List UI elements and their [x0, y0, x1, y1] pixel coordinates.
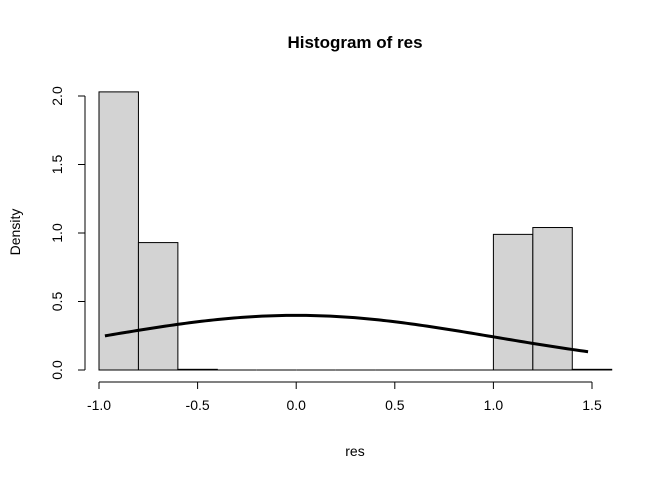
y-tick-label-2: 1.0 — [49, 223, 65, 243]
y-axis: 0.0 0.5 1.0 1.5 2.0 — [49, 86, 86, 380]
bars-group — [98, 91, 613, 371]
chart-title: Histogram of res — [287, 33, 422, 52]
x-tick-label-3: 0.5 — [385, 397, 405, 413]
x-tick-label-4: 1.0 — [484, 397, 504, 413]
histogram-bar-1 — [137, 242, 179, 371]
histogram-bar-2 — [177, 368, 218, 371]
x-axis: -1.0 -0.5 0.0 0.5 1.0 1.5 — [87, 381, 602, 413]
x-tick-label-1: -0.5 — [186, 397, 210, 413]
histogram-bar-12 — [571, 368, 613, 371]
histogram-bar-10 — [492, 233, 534, 371]
histogram-bar-0 — [98, 91, 139, 371]
y-tick-label-0: 0.0 — [49, 360, 65, 380]
x-tick-label-5: 1.5 — [582, 397, 602, 413]
x-tick-label-2: 0.0 — [286, 397, 306, 413]
x-tick-label-0: -1.0 — [87, 397, 111, 413]
y-tick-label-1: 0.5 — [49, 292, 65, 312]
y-tick-label-3: 1.5 — [49, 155, 65, 175]
density-curve — [104, 313, 589, 354]
y-axis-label: Density — [7, 209, 23, 256]
y-tick-label-4: 2.0 — [49, 86, 65, 106]
x-axis-label: res — [345, 443, 364, 459]
